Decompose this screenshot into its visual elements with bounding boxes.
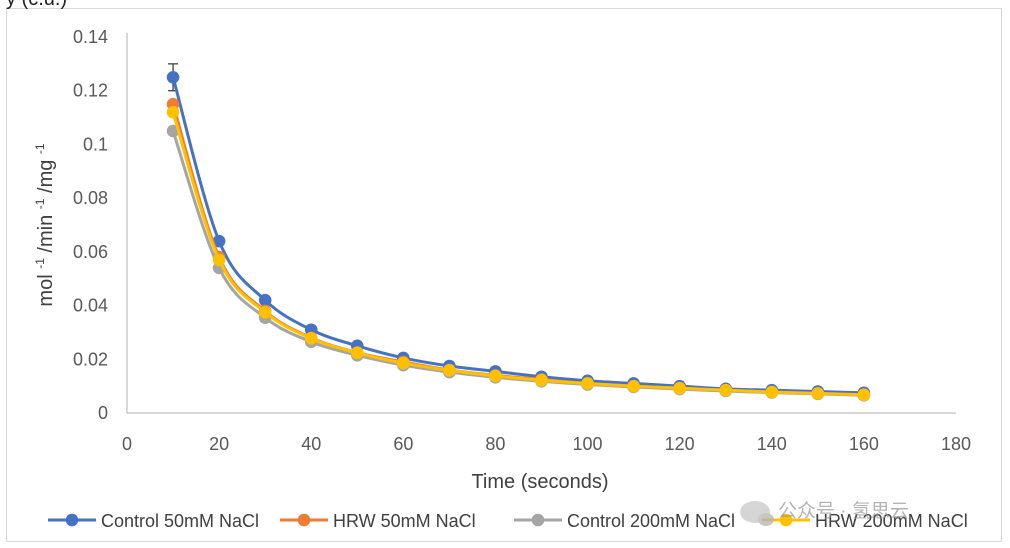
legend-marker: [297, 513, 311, 527]
legend-marker: [531, 513, 545, 527]
x-tick-label: 100: [573, 434, 603, 454]
data-point: [258, 305, 272, 319]
series-line: [171, 76, 864, 395]
legend-marker: [779, 513, 793, 527]
data-point: [673, 381, 686, 395]
data-point: [397, 356, 410, 370]
legend-label: HRW 50mM NaCl: [333, 511, 476, 531]
x-tick-label: 40: [301, 434, 321, 454]
y-title-part-2: /min: [35, 215, 57, 253]
data-point: [535, 373, 548, 387]
data-point: [811, 387, 825, 400]
legend-label: HRW 200mM NaCl: [815, 511, 968, 531]
legend-item: HRW 200mM NaCl: [762, 511, 968, 531]
x-tick-label: 120: [665, 434, 695, 454]
y-tick-labels: 0 0.02 0.04 0.06 0.08 0.1 0.12 0.14: [73, 27, 108, 423]
y-tick-label: 0.14: [73, 27, 108, 47]
data-point: [489, 369, 502, 383]
legend-item: Control 50mM NaCl: [48, 511, 259, 531]
data-point: [857, 388, 871, 402]
x-tick-label: 0: [122, 434, 132, 454]
legend-marker: [65, 513, 79, 527]
y-title-part-1: mol: [35, 274, 57, 306]
data-point: [443, 363, 456, 377]
legend-label: Control 200mM NaCl: [567, 511, 735, 531]
data-point: [627, 379, 640, 393]
x-tick-label: 140: [757, 434, 787, 454]
wechat-icon: [740, 500, 774, 526]
y-title-sup-1: -1: [33, 258, 47, 269]
data-point: [581, 377, 594, 390]
data-point: [304, 332, 318, 345]
legend-item: HRW 50mM NaCl: [280, 511, 476, 531]
chart-frame: [6, 8, 1002, 542]
watermark-text: 公众号 · 氢思云: [778, 501, 909, 522]
y-tick-label: 0.06: [73, 242, 108, 262]
data-point: [350, 346, 364, 360]
data-point: [719, 383, 733, 397]
y-title-part-3: /mg: [35, 160, 57, 193]
data-point: [765, 385, 779, 399]
x-tick-label: 180: [941, 434, 971, 454]
y-tick-label: 0: [98, 403, 108, 423]
y-tick-label: 0.02: [73, 349, 108, 369]
series-line: [171, 130, 864, 397]
data-point: [212, 234, 226, 248]
x-tick-labels: 0 20 40 60 80 100 120 140 160 180: [122, 434, 971, 454]
x-tick-label: 160: [849, 434, 879, 454]
y-tick-label: 0.1: [83, 134, 108, 154]
series-2: [166, 97, 871, 402]
data-point: [166, 70, 180, 84]
y-tick-label: 0.12: [73, 81, 108, 101]
y-tick-label: 0.04: [73, 296, 108, 316]
data-series: [166, 63, 871, 402]
x-tick-label: 60: [393, 434, 413, 454]
y-axis-title: mol -1 /min -1 /mg -1: [27, 143, 57, 307]
series-line: [171, 103, 864, 397]
legend: Control 50mM NaCl HRW 50mM NaCl Control 20…: [48, 511, 968, 531]
axes: [126, 33, 956, 414]
series-1: [166, 63, 871, 400]
x-tick-label: 20: [209, 434, 229, 454]
legend-item: Control 200mM NaCl: [514, 511, 735, 531]
data-point: [258, 293, 272, 307]
x-axis-title: Time (seconds): [471, 471, 608, 493]
cropped-axis-label: y (c.u.): [6, 0, 67, 11]
legend-label: Control 50mM NaCl: [101, 511, 259, 531]
y-title-sup-2: -1: [33, 198, 47, 209]
data-point: [166, 105, 180, 119]
data-point: [212, 253, 226, 267]
y-title-sup-3: -1: [33, 143, 47, 154]
series-line: [171, 111, 864, 397]
series-3: [166, 124, 871, 402]
series-4: [166, 105, 871, 402]
y-tick-label: 0.08: [73, 188, 108, 208]
watermark: 公众号 · 氢思云: [740, 496, 909, 526]
x-tick-label: 80: [485, 434, 505, 454]
